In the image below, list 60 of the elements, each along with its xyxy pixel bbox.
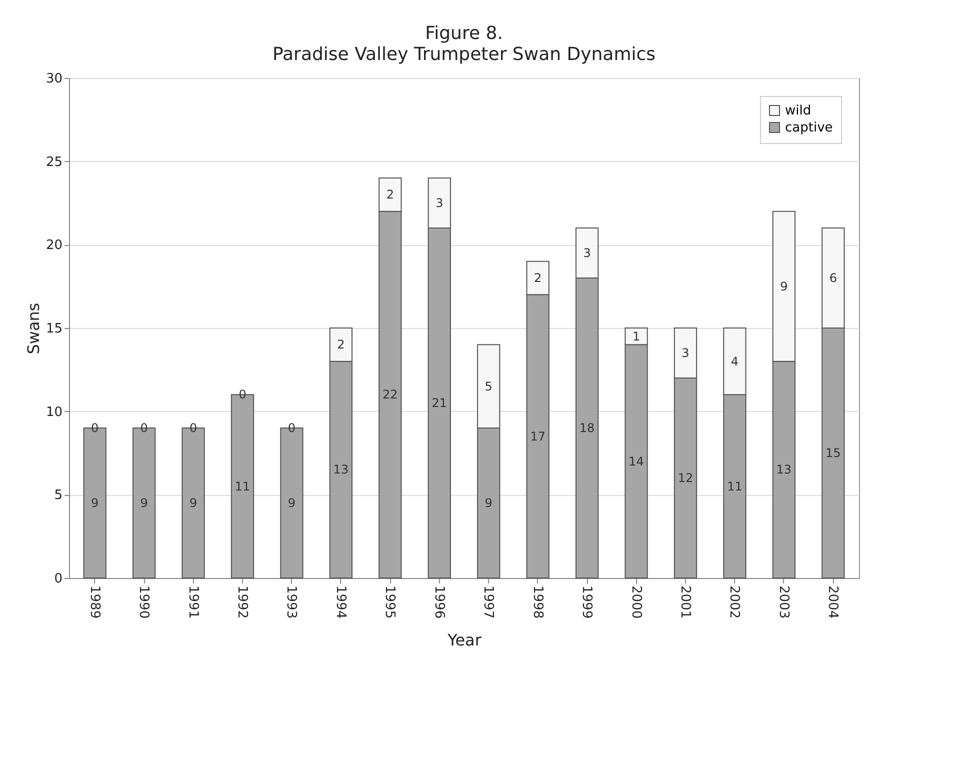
- data-label: 15: [826, 446, 841, 460]
- data-label: 4: [730, 354, 739, 368]
- x-tick-label: 1992: [234, 586, 250, 619]
- x-tick-label: 2003: [776, 586, 791, 619]
- x-tick-label: 2004: [825, 586, 840, 619]
- data-label: 5: [484, 379, 492, 394]
- data-label: 3: [583, 246, 591, 260]
- chart-title: Figure 8.: [425, 23, 503, 44]
- data-label: 0: [189, 421, 198, 435]
- x-tick-label: 1989: [86, 586, 102, 619]
- x-axis-title: Year: [446, 630, 482, 650]
- data-label: 12: [678, 471, 694, 485]
- x-tick-label: 1993: [284, 586, 299, 619]
- data-label: 11: [234, 479, 250, 494]
- x-tick-label: 1994: [332, 586, 348, 619]
- x-tick-label: 1996: [431, 586, 446, 619]
- x-tick-label: 1998: [530, 586, 545, 619]
- y-axis-title: Swans: [24, 302, 43, 354]
- data-label: 1: [632, 329, 640, 344]
- data-label: 3: [436, 196, 444, 210]
- data-label: 6: [829, 271, 837, 285]
- data-label: 9: [140, 496, 148, 510]
- x-tick-label: 1997: [480, 586, 496, 619]
- data-label: 0: [91, 421, 99, 435]
- x-tick-label: 2001: [677, 586, 692, 619]
- data-label: 0: [140, 421, 148, 435]
- x-tick-label: 1999: [579, 586, 594, 619]
- data-label: 14: [628, 454, 644, 468]
- data-label: 2: [534, 271, 542, 285]
- data-label: 0: [288, 421, 296, 435]
- data-label: 9: [780, 279, 788, 294]
- data-label: 3: [682, 346, 690, 360]
- data-label: 13: [333, 462, 349, 477]
- data-label: 11: [727, 479, 742, 494]
- x-tick-label: 2000: [628, 586, 644, 619]
- legend-label: wild: [785, 104, 812, 118]
- data-label: 9: [484, 496, 492, 510]
- y-tick-label: 5: [54, 488, 62, 504]
- y-tick-label: 10: [46, 404, 62, 420]
- data-label: 2: [386, 188, 394, 202]
- data-label: 21: [432, 396, 448, 410]
- y-tick-label: 30: [46, 72, 62, 86]
- data-label: 2: [337, 338, 345, 352]
- x-tick-label: 2002: [726, 586, 742, 619]
- x-tick-label: 1995: [382, 586, 398, 619]
- x-tick-label: 1990: [136, 586, 152, 619]
- data-label: 13: [776, 462, 792, 477]
- data-label: 9: [288, 496, 296, 510]
- y-tick-label: 25: [46, 154, 62, 170]
- data-label: 18: [579, 421, 595, 435]
- data-label: 17: [530, 429, 546, 444]
- chart-subtitle: Paradise Valley Trumpeter Swan Dynamics: [272, 44, 656, 65]
- data-label: 9: [91, 496, 99, 510]
- y-tick-label: 0: [54, 572, 62, 586]
- x-tick-label: 1991: [185, 586, 200, 619]
- data-label: 9: [189, 496, 198, 510]
- y-tick-label: 20: [46, 238, 62, 254]
- legend-label: captive: [785, 120, 833, 136]
- y-tick-label: 15: [46, 322, 62, 336]
- data-label: 22: [382, 388, 398, 402]
